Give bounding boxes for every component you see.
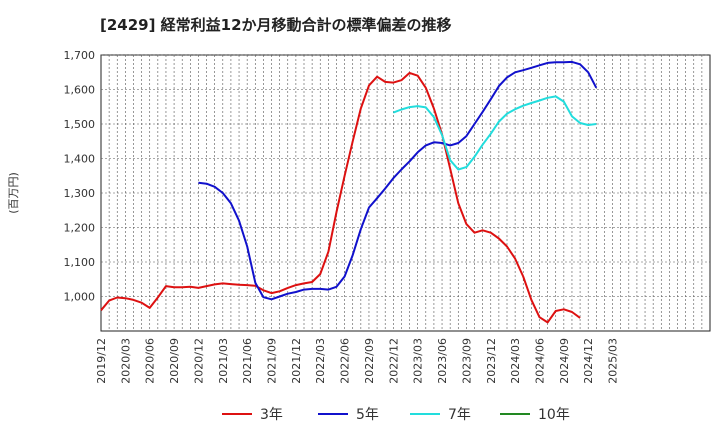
legend-label: 3年 (260, 407, 283, 423)
x-tick-label: 2023/06 (436, 338, 449, 384)
y-tick-label: 1,000 (64, 291, 96, 304)
x-tick-label: 2024/09 (558, 338, 571, 384)
x-tick-label: 2023/03 (412, 338, 425, 384)
x-tick-label: 2024/03 (509, 338, 522, 384)
series-lines (100, 60, 598, 324)
y-tick-label: 1,400 (64, 153, 96, 166)
series-line-5年 (198, 60, 598, 301)
y-tick-label: 1,700 (64, 49, 96, 62)
y-tick-label: 1,100 (64, 256, 96, 269)
x-tick-label: 2022/03 (314, 338, 327, 384)
y-tick-label: 1,300 (64, 187, 96, 200)
series-line-7年 (392, 95, 597, 171)
series-line-3年 (100, 71, 581, 324)
y-tick-label: 1,200 (64, 222, 96, 235)
x-tick-label: 2021/09 (266, 338, 279, 384)
x-tick-label: 2020/03 (119, 338, 132, 384)
x-tick-label: 2023/09 (460, 338, 473, 384)
grid (101, 54, 710, 331)
x-tick-label: 2019/12 (95, 338, 108, 384)
x-tick-label: 2024/06 (533, 338, 546, 384)
legend-label: 7年 (448, 407, 471, 423)
x-tick-label: 2022/12 (387, 338, 400, 384)
x-tick-label: 2020/12 (192, 338, 205, 384)
x-axis-ticks: 2019/12 2020/03 2020/06 2020/09 2020/12 2021/… (95, 338, 620, 384)
x-tick-label: 2023/12 (485, 338, 498, 384)
legend-label: 10年 (538, 407, 570, 423)
x-tick-label: 2020/09 (168, 338, 181, 384)
x-tick-label: 2020/06 (144, 338, 157, 384)
x-tick-label: 2022/09 (363, 338, 376, 384)
legend-label: 5年 (356, 407, 379, 423)
x-tick-label: 2025/03 (607, 338, 620, 384)
x-tick-label: 2024/12 (582, 338, 595, 384)
legend: 3年 5年 7年 10年 (222, 407, 570, 423)
x-tick-label: 2021/03 (217, 338, 230, 384)
y-axis-label: (百万円) (7, 172, 20, 214)
x-tick-label: 2022/06 (339, 338, 352, 384)
chart-title: [2429] 経常利益12か月移動合計の標準偏差の推移 (100, 16, 452, 34)
y-tick-label: 1,500 (64, 118, 96, 131)
x-tick-label: 2021/06 (241, 338, 254, 384)
x-tick-label: 2021/12 (290, 338, 303, 384)
y-axis-ticks: 1,000 1,100 1,200 1,300 1,400 1,500 1,600 1,700 (64, 49, 96, 304)
y-tick-label: 1,600 (64, 84, 96, 97)
